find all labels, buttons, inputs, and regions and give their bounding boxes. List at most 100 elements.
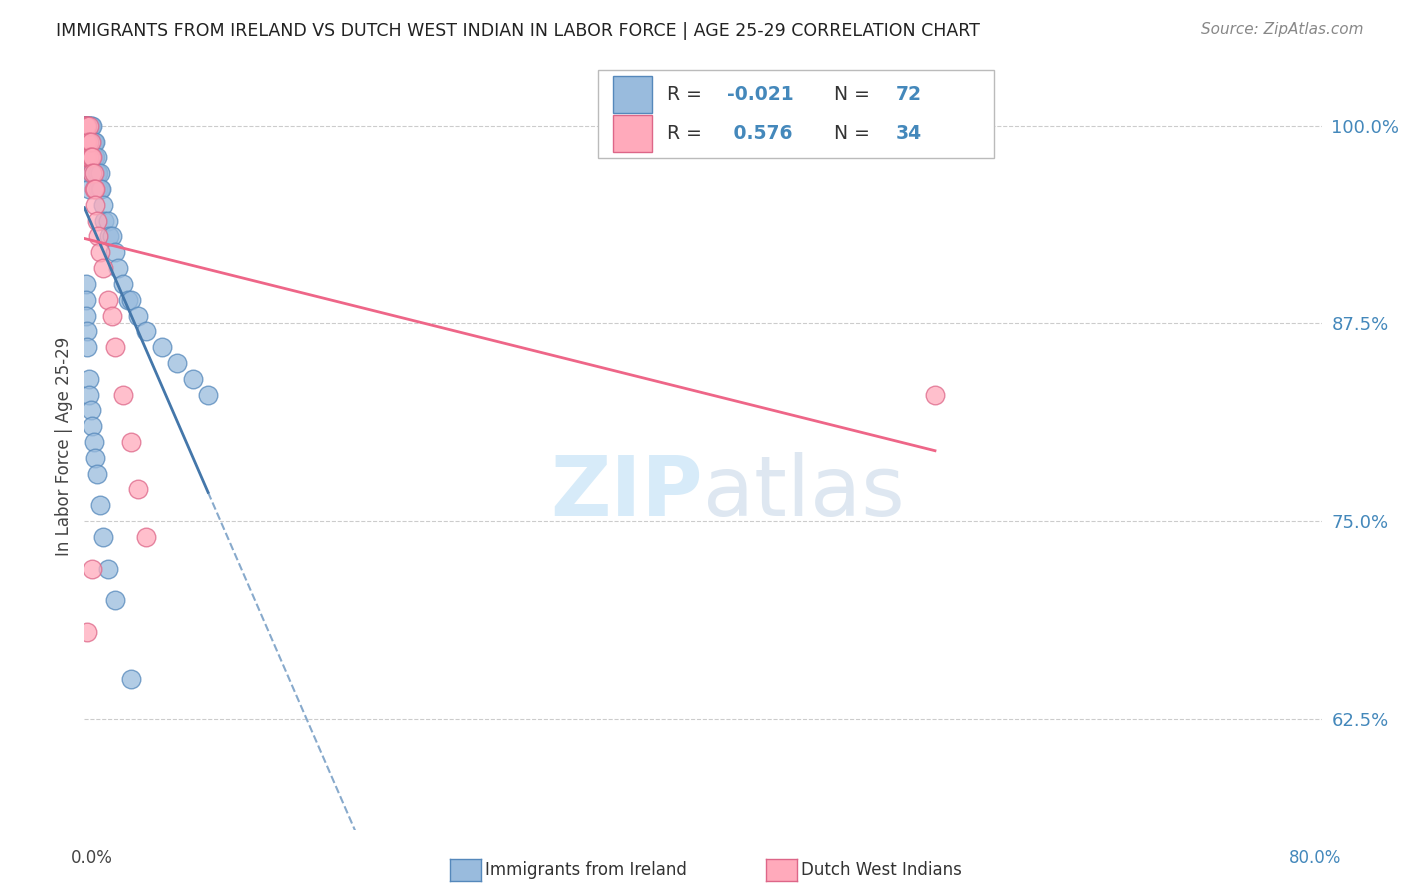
Y-axis label: In Labor Force | Age 25-29: In Labor Force | Age 25-29 [55,336,73,556]
Point [120,673,142,687]
Point [82,561,104,575]
Point [96,293,118,307]
Point [82,119,104,133]
Point [104,245,127,260]
Point [82,135,104,149]
Point [77,150,100,164]
Point [84,150,107,164]
Point [77,182,100,196]
Point [87,182,110,196]
Point [166,356,188,370]
Point [77,150,100,164]
Point [101,229,124,244]
Point [75,293,97,307]
Point [84,198,107,212]
Text: R =: R = [666,86,709,104]
Text: IMMIGRANTS FROM IRELAND VS DUTCH WEST INDIAN IN LABOR FORCE | AGE 25-29 CORRELAT: IMMIGRANTS FROM IRELAND VS DUTCH WEST IN… [56,22,980,40]
Point [75,119,97,133]
Point [87,166,110,180]
Point [107,261,129,276]
Point [84,182,107,196]
Point [89,166,111,180]
FancyBboxPatch shape [613,115,652,152]
Point [76,150,98,164]
Point [91,198,114,212]
Point [76,119,98,133]
Point [120,435,142,450]
Point [112,277,135,291]
Point [75,119,97,133]
Point [76,150,98,164]
Point [91,530,114,544]
Point [77,387,100,401]
Point [83,166,105,180]
Point [87,229,110,244]
Point [104,593,127,607]
Point [76,135,98,149]
Point [75,135,97,149]
Point [96,561,118,575]
Text: Source: ZipAtlas.com: Source: ZipAtlas.com [1201,22,1364,37]
Point [84,135,107,149]
Point [86,150,108,164]
Point [75,119,97,133]
Point [77,135,100,149]
Point [83,435,105,450]
Point [77,119,100,133]
Point [76,324,98,338]
Point [79,403,101,417]
Text: Immigrants from Ireland: Immigrants from Ireland [485,861,688,879]
FancyBboxPatch shape [613,77,652,113]
Point [135,530,157,544]
Point [120,293,142,307]
Point [82,150,104,164]
Point [127,483,149,497]
Text: 34: 34 [896,124,922,143]
Point [86,213,108,227]
Point [76,119,98,133]
Point [75,119,97,133]
Point [127,309,149,323]
Point [96,213,118,227]
Point [86,467,108,481]
Point [98,229,121,244]
Point [75,150,97,164]
Point [77,372,100,386]
Point [83,150,105,164]
Point [82,166,104,180]
Point [82,419,104,434]
Point [76,340,98,354]
Point [75,119,97,133]
Point [75,150,97,164]
Point [101,309,124,323]
Point [75,119,97,133]
Text: 0.576: 0.576 [727,124,792,143]
Point [77,135,100,149]
Point [75,135,97,149]
Text: N =: N = [834,86,876,104]
FancyBboxPatch shape [598,70,994,158]
Point [79,119,101,133]
Text: 0.0%: 0.0% [70,849,112,867]
Point [79,135,101,149]
Point [77,119,100,133]
Point [83,182,105,196]
Point [924,387,946,401]
Point [83,135,105,149]
Point [82,150,104,164]
Point [76,119,98,133]
Point [104,340,127,354]
Point [84,450,107,465]
Point [79,150,101,164]
Point [150,340,173,354]
Point [79,150,101,164]
Point [75,277,97,291]
Text: Dutch West Indians: Dutch West Indians [801,861,962,879]
Point [117,293,139,307]
Point [82,166,104,180]
Point [181,372,204,386]
Point [75,119,97,133]
Point [89,498,111,512]
Point [89,245,111,260]
Point [77,119,100,133]
